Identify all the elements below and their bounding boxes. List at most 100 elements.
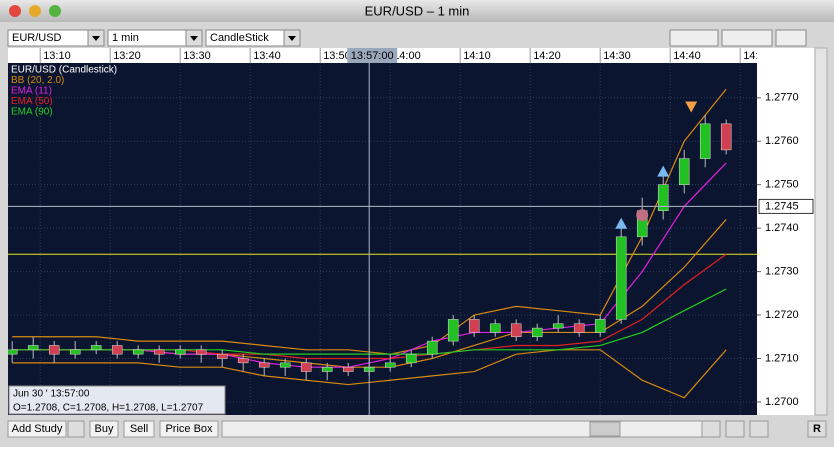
crosshair-price-box [758,198,814,214]
button-label: Price Box [165,423,213,435]
x-tick-label: 14:40 [673,50,701,62]
candle-body [27,345,39,351]
button-label: Add Study [12,423,63,435]
info-box [8,385,226,415]
candle-body [447,319,459,342]
x-tick-label: 13:10 [43,50,71,62]
candle-body [699,123,711,159]
study-arrow[interactable] [67,420,85,438]
bottom-bar: R Add Study Buy Sell Price Box [7,420,827,438]
candle-body [468,319,480,333]
candle-body [195,349,207,355]
x-tick-label: 13:20 [113,50,141,62]
x-tick-label: 13:30 [183,50,211,62]
x-tick-label: 14:20 [533,50,561,62]
button[interactable] [159,420,219,438]
close-button[interactable] [9,5,21,17]
candle-body [678,158,690,185]
candle-body [8,349,18,355]
candle-body [615,236,627,320]
reset-label: R [813,423,821,435]
x-tick-label: 14:10 [463,50,491,62]
candle-body [720,123,732,151]
y-tick-label: 1.2750 [765,179,799,191]
reset-button[interactable] [807,420,827,438]
button[interactable] [123,420,155,438]
candle-body [657,184,669,212]
legend-entry: EMA (90) [11,107,53,118]
candle-body [405,353,417,364]
minimize-button[interactable] [29,5,41,17]
legend-entry: BB (20, 2.0) [11,75,64,86]
candle-body [321,366,333,372]
crosshair-time-box [347,48,398,63]
button[interactable] [7,420,67,438]
info-ohlc: O=1.2708, C=1.2708, H=1.2708, L=1.2707 [13,403,204,414]
plot [8,63,757,415]
candle-body [132,349,144,355]
y-tick-label: 1.2770 [765,92,799,104]
view-tools[interactable] [775,29,807,47]
price-axis [757,48,815,415]
candle-body [300,362,312,372]
time-axis-labels: 13:10 13:20 13:30 13:40 13:50 14:00 14:10 14:20… [39,48,771,63]
x-tick-label: 14:30 [603,50,631,62]
candle-body [153,349,165,355]
candle-body [90,345,102,351]
plot-area [8,63,757,415]
candle-body [384,362,396,368]
y-tick-label: 1.2700 [765,396,799,408]
arrow-icon [190,36,198,41]
zoom-in[interactable] [725,420,745,438]
candle-body [531,327,543,338]
scroll-thumb[interactable] [589,421,621,437]
candle-body [342,366,354,372]
marker [685,101,698,113]
candle-body [237,358,249,364]
legend-entry: EMA (11) [11,86,52,97]
symbol-value: EUR/USD [12,32,62,44]
zoom-out[interactable] [749,420,769,438]
legend-entry: EUR/USD (Candlestick) [11,65,117,76]
crosshair-price: 1.2745 [765,200,799,212]
horizontal-scrollbar[interactable] [221,420,721,438]
x-tick-label: 13:40 [253,50,281,62]
title-bar [0,0,834,22]
marker [657,165,670,177]
candle-body [426,340,438,355]
interval-value: 1 min [112,32,139,44]
y-tick-label: 1.2740 [765,222,799,234]
candle-body [510,323,522,338]
y-tick-label: 1.2720 [765,309,799,321]
layout-tools[interactable] [721,29,773,47]
candle-body [111,345,123,355]
style-value: CandleStick [210,32,269,44]
x-tick-label: 13:50 [323,50,351,62]
button-label: Sell [130,423,148,435]
legend-entry: EMA (50) [11,96,53,107]
zoom-button[interactable] [49,5,61,17]
candle-body [48,345,60,355]
marker [636,209,649,222]
info-time: Jun 30 ' 13:57:00 [13,389,90,400]
candle-body [258,362,270,368]
candle-body [216,353,228,359]
x-tick-label: 14:50 [743,50,771,62]
y-tick-label: 1.2710 [765,352,799,364]
button[interactable] [89,420,119,438]
candle-body [552,323,564,329]
vertical-scrollbar[interactable] [814,47,828,416]
arrow-icon [288,36,296,41]
y-tick-label: 1.2760 [765,135,799,147]
window-title: EUR/USD – 1 min [365,3,470,18]
arrow-icon [92,36,100,41]
scroll-right[interactable] [701,420,721,438]
candle-body [279,362,291,368]
y-tick-label: 1.2730 [765,265,799,277]
candle-body [69,349,81,355]
candle-body [174,349,186,355]
button-label: Buy [95,423,114,435]
toolbar: EUR/USD 1 min CandleStick [7,29,807,47]
draw-tools[interactable] [669,29,719,47]
